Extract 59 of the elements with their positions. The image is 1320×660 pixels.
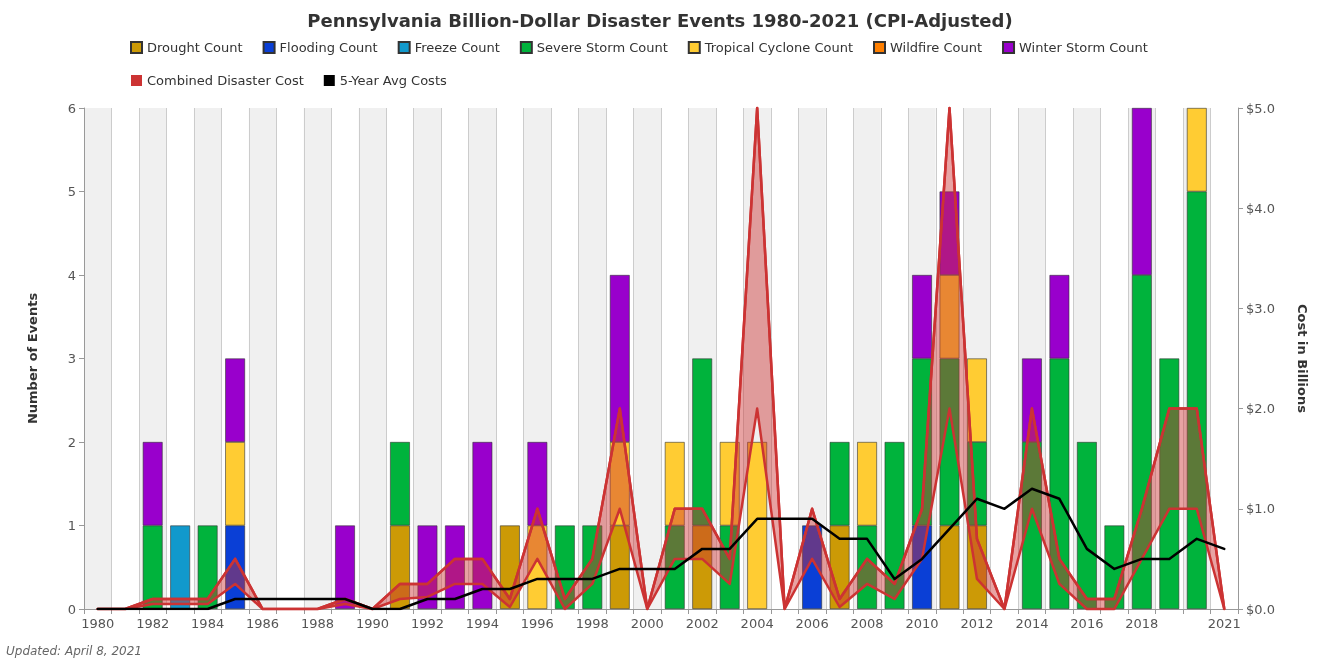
- x-tick-label: 1994: [465, 616, 499, 631]
- y-tick-label: 6: [67, 100, 76, 116]
- legend-label: Flooding Count: [279, 40, 378, 55]
- x-tick-label: 2012: [960, 616, 994, 631]
- legend-label: Freeze Count: [414, 40, 500, 55]
- y2-tick-label: $0.0: [1246, 601, 1275, 617]
- x-tick-label: 2000: [630, 616, 664, 631]
- y-tick-label: 4: [67, 267, 76, 283]
- bar: [417, 525, 438, 609]
- legend-label: Wildfire Count: [890, 40, 983, 55]
- x-tick-label: 1984: [191, 616, 225, 631]
- legend-label: Combined Disaster Cost: [147, 73, 304, 88]
- bar: [884, 442, 905, 609]
- y-tick-label: 1: [67, 518, 76, 533]
- y-tick-label: 5: [67, 184, 76, 199]
- y-axis-title: Number of Events: [25, 292, 40, 425]
- legend-label: Tropical Cyclone Count: [703, 40, 854, 55]
- legend-label: 5-Year Avg Costs: [339, 73, 447, 88]
- y2-tick-label: $2.0: [1246, 401, 1275, 417]
- x-tick-label: 1988: [301, 616, 335, 631]
- bar: [197, 525, 218, 609]
- x-tick-label: 1992: [410, 616, 444, 631]
- y-tick-label: 3: [67, 351, 76, 366]
- bar: [554, 525, 575, 609]
- legend-label: Severe Storm Count: [536, 40, 668, 55]
- x-tick-label: 1996: [520, 616, 554, 631]
- y2-tick-label: $1.0: [1246, 501, 1275, 517]
- bar: [335, 525, 355, 609]
- bar: [499, 525, 520, 609]
- y2-tick-label: $5.0: [1246, 100, 1275, 116]
- chart-title: Pennsylvania Billion-Dollar Disaster Events 1980-2021 (CPI-Adjusted): [307, 9, 1013, 31]
- x-tick-label: 2010: [905, 616, 939, 631]
- y2-tick-label: $3.0: [1246, 300, 1275, 316]
- bar: [170, 525, 191, 609]
- x-tick-label: 1990: [355, 616, 390, 631]
- bar: [445, 525, 465, 609]
- x-tick-label: 1980: [81, 616, 115, 631]
- y-tick-label: 2: [67, 434, 76, 450]
- x-tick-label: 2021: [1207, 616, 1241, 631]
- y2-tick-label: $4.0: [1246, 200, 1275, 216]
- x-tick-label: 2006: [795, 616, 829, 631]
- x-tick-label: 1982: [136, 616, 170, 631]
- legend-label: Winter Storm Count: [1019, 40, 1148, 55]
- bar: [1159, 358, 1180, 609]
- y-tick-label: 0: [67, 601, 76, 617]
- x-tick-label: 2018: [1125, 616, 1159, 631]
- text: Updated: April 8, 2021: [6, 644, 142, 658]
- bar: [1104, 525, 1125, 609]
- legend-label: Drought Count: [147, 40, 243, 55]
- x-tick-label: 2008: [850, 616, 884, 631]
- line-series: [96, 487, 1226, 611]
- x-tick-label: 1986: [246, 616, 280, 631]
- y2-axis-title: Cost in Billions: [1295, 304, 1310, 414]
- bar: [802, 525, 823, 609]
- x-tick-label: 1998: [575, 616, 609, 631]
- x-tick-label: 2016: [1070, 616, 1104, 631]
- x-tick-label: 2014: [1015, 616, 1049, 631]
- x-tick-label: 2004: [740, 616, 774, 631]
- x-tick-label: 2002: [685, 616, 719, 631]
